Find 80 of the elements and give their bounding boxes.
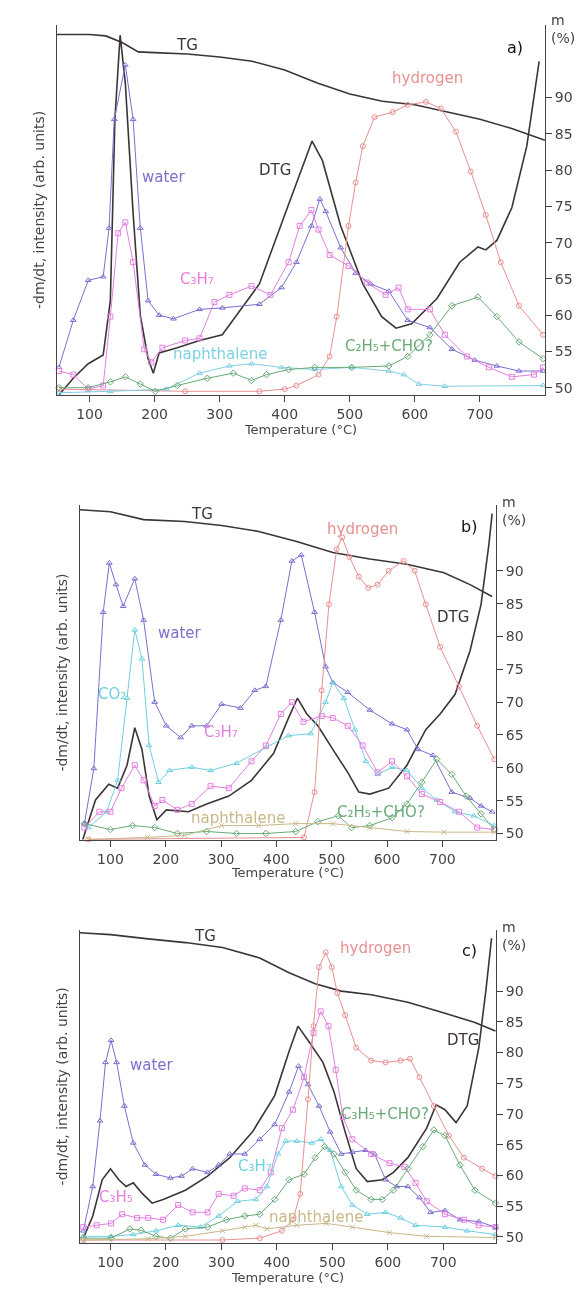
series-label: C₃H₅+CHO? bbox=[341, 1105, 429, 1123]
annotation: c) bbox=[462, 941, 478, 960]
y2-tick-label: 65 bbox=[505, 726, 524, 743]
y2-tick-label: 60 bbox=[554, 307, 573, 324]
x-axis-title: Temperature (°C) bbox=[243, 422, 358, 438]
x-tick-label: 100 bbox=[97, 1253, 124, 1270]
y2-tick-label: 80 bbox=[505, 628, 524, 645]
annotation: a) bbox=[507, 38, 524, 57]
y2-tick-label: 75 bbox=[505, 1075, 524, 1092]
x-tick-label: 600 bbox=[374, 1253, 402, 1270]
series-label: naphthalene bbox=[191, 809, 286, 827]
y2-tick-label: 75 bbox=[505, 661, 524, 678]
x-tick-label: 500 bbox=[318, 850, 346, 867]
series-label: C₃H₇ bbox=[238, 1157, 272, 1175]
y2-tick-label: 50 bbox=[505, 1228, 524, 1245]
series-label: naphthalene bbox=[173, 345, 268, 363]
x-tick-label: 300 bbox=[206, 405, 234, 422]
y-axis-title: -dm/dt, intensity (arb. units) bbox=[53, 987, 70, 1186]
x-tick-label: 600 bbox=[401, 405, 429, 422]
y2-tick-label: 60 bbox=[505, 1167, 524, 1184]
series-label: TG bbox=[191, 505, 213, 523]
x-tick-label: 400 bbox=[263, 1253, 291, 1270]
x-tick-label: 600 bbox=[373, 850, 401, 867]
y2-tick-label: 50 bbox=[505, 825, 524, 842]
x-tick-label: 200 bbox=[141, 405, 168, 422]
series-label: TG bbox=[176, 36, 198, 54]
x-tick-label: 400 bbox=[263, 850, 290, 867]
y2-tick-label: 55 bbox=[505, 792, 524, 809]
x-tick-label: 700 bbox=[429, 1253, 457, 1270]
x-tick-label: 200 bbox=[152, 1253, 180, 1270]
y2-tick-label: 70 bbox=[554, 234, 573, 251]
y-axis-title: -dm/dt, intensity (arb. units) bbox=[31, 110, 48, 309]
series-label: hydrogen bbox=[340, 939, 412, 957]
y2-tick-label: 90 bbox=[505, 983, 524, 1000]
y2-tick-label: 85 bbox=[505, 595, 524, 612]
series-label: C₃H₇ bbox=[180, 270, 214, 288]
x-tick-label: 100 bbox=[97, 850, 124, 867]
y2-tick-label: 70 bbox=[505, 1105, 524, 1122]
y2-tick-label: 65 bbox=[554, 270, 573, 287]
y2-tick-label: 55 bbox=[505, 1198, 524, 1215]
y2-tick-label: 90 bbox=[505, 562, 524, 579]
y-axis-title: -dm/dt, intensity (arb. units) bbox=[54, 573, 71, 772]
series-label: DTG bbox=[437, 608, 470, 626]
x-tick-label: 500 bbox=[336, 405, 364, 422]
y2-tick-label: 85 bbox=[505, 1013, 524, 1030]
x-tick-label: 700 bbox=[428, 850, 456, 867]
series-label: C₃H₅ bbox=[99, 1188, 133, 1206]
y2-axis-title: m (%) bbox=[502, 919, 527, 954]
x-tick-label: 300 bbox=[208, 1253, 235, 1270]
y2-tick-label: 80 bbox=[554, 161, 573, 178]
x-tick-label: 200 bbox=[152, 850, 180, 867]
x-axis-title: Temperature (°C) bbox=[230, 1270, 345, 1286]
series-label: DTG bbox=[259, 161, 292, 179]
x-tick-label: 100 bbox=[76, 405, 103, 422]
series-label: water bbox=[158, 624, 202, 642]
y2-tick-label: 70 bbox=[505, 694, 524, 711]
y2-tick-label: 75 bbox=[554, 198, 573, 215]
y2-tick-label: 55 bbox=[554, 343, 573, 360]
x-tick-label: 300 bbox=[207, 850, 235, 867]
x-tick-label: 500 bbox=[319, 1253, 346, 1270]
y2-axis-title: m (%) bbox=[502, 494, 527, 529]
series-label: hydrogen bbox=[327, 520, 399, 538]
series-label: water bbox=[130, 1056, 174, 1074]
x-tick-label: 700 bbox=[466, 405, 494, 422]
series-label: DTG bbox=[447, 1031, 480, 1049]
x-axis-title: Temperature (°C) bbox=[230, 865, 345, 880]
y2-tick-label: 50 bbox=[554, 379, 573, 396]
y2-tick-label: 60 bbox=[505, 759, 524, 776]
series-label: water bbox=[142, 168, 186, 186]
series-label: hydrogen bbox=[392, 69, 464, 87]
series-label: TG bbox=[194, 927, 216, 945]
y2-tick-label: 65 bbox=[505, 1136, 524, 1153]
y2-tick-label: 80 bbox=[505, 1044, 524, 1061]
series-label: C₃H₇ bbox=[204, 723, 238, 741]
y2-tick-label: 85 bbox=[554, 125, 573, 142]
y2-tick-label: 90 bbox=[554, 89, 573, 106]
series-label: CO₂ bbox=[98, 685, 127, 703]
y2-axis-title: m (%) bbox=[551, 12, 576, 47]
x-tick-label: 400 bbox=[271, 405, 299, 422]
annotation: b) bbox=[461, 517, 478, 536]
